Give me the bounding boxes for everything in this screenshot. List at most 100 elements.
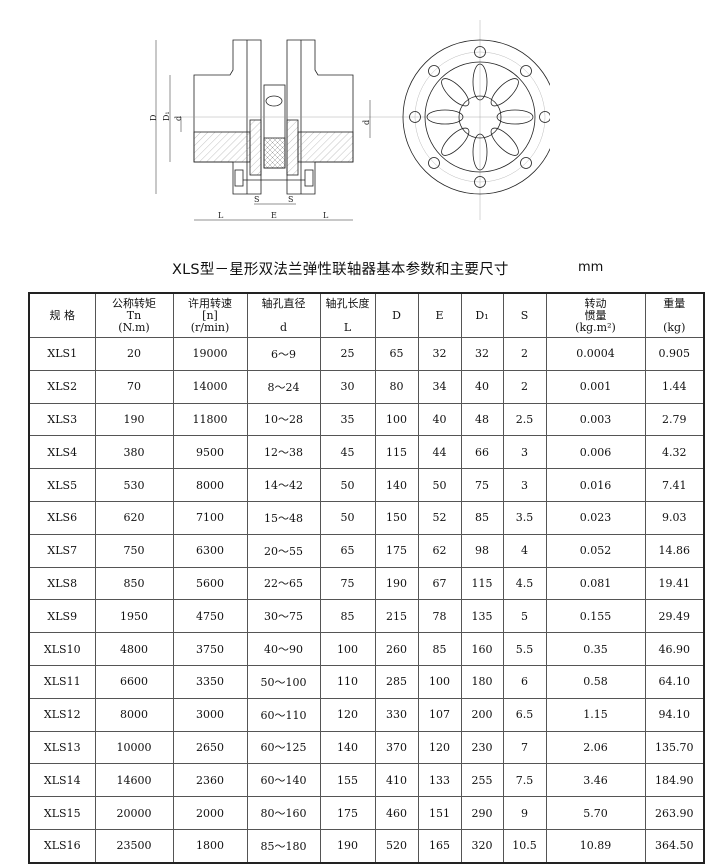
value-cell: 23500 xyxy=(94,828,174,864)
value-cell: 46.90 xyxy=(644,632,705,666)
dim-label-E: E xyxy=(271,211,277,220)
model-cell: XLS13 xyxy=(28,730,96,765)
value-cell: 100 xyxy=(319,632,376,666)
column-header: 规 格 xyxy=(28,292,96,338)
value-cell: 0.006 xyxy=(545,435,646,470)
header-line: 重量 xyxy=(663,296,686,310)
value-cell: 180 xyxy=(460,664,504,699)
value-cell: 750 xyxy=(94,533,174,568)
table-row: XLS13 10000 2650 60～125 140 370 120 230 7 2.06 135… xyxy=(28,730,705,765)
value-cell: 70 xyxy=(94,369,174,404)
header-line: D xyxy=(392,308,401,322)
value-cell: 50 xyxy=(319,468,376,502)
value-cell: 85 xyxy=(417,632,462,666)
header-line: S xyxy=(520,308,529,322)
value-cell: 80 xyxy=(374,369,419,404)
model-cell: XLS11 xyxy=(28,664,96,699)
value-cell: 65 xyxy=(374,337,419,371)
value-cell: 94.10 xyxy=(644,697,705,732)
value-cell: 40～90 xyxy=(246,632,321,666)
value-cell: 9 xyxy=(502,796,547,830)
table-row: XLS8 850 5600 22～65 75 190 67 115 4.5 0.081 19.41 xyxy=(28,566,705,601)
table-row: XLS3 190 11800 10～28 35 100 40 48 2.5 0.003 2.79 xyxy=(28,402,705,437)
value-cell: 107 xyxy=(417,697,462,732)
column-header: S xyxy=(502,292,547,338)
value-cell: 7100 xyxy=(172,500,248,535)
header-line: E xyxy=(435,308,444,322)
column-header: D xyxy=(374,292,419,338)
value-cell: 10.89 xyxy=(545,828,646,864)
value-cell: 190 xyxy=(94,402,174,437)
value-cell: 30 xyxy=(319,369,376,404)
value-cell: 20～55 xyxy=(246,533,321,568)
header-line: 许用转速 xyxy=(188,296,232,310)
value-cell: 4.32 xyxy=(644,435,705,470)
value-cell: 19000 xyxy=(172,337,248,371)
value-cell: 85 xyxy=(460,500,504,535)
model-cell: XLS8 xyxy=(28,566,96,601)
value-cell: 45 xyxy=(319,435,376,470)
header-line: (kg) xyxy=(663,320,686,334)
value-cell: 98 xyxy=(460,533,504,568)
value-cell: 175 xyxy=(374,533,419,568)
value-cell: 165 xyxy=(417,828,462,864)
model-cell: XLS14 xyxy=(28,763,96,798)
value-cell: 22～65 xyxy=(246,566,321,601)
value-cell: 78 xyxy=(417,599,462,634)
model-cell: XLS9 xyxy=(28,599,96,634)
value-cell: 9500 xyxy=(172,435,248,470)
header-line: (N.m) xyxy=(118,320,150,334)
model-cell: XLS3 xyxy=(28,402,96,437)
value-cell: 151 xyxy=(417,796,462,830)
value-cell: 120 xyxy=(319,697,376,732)
value-cell: 2 xyxy=(502,337,547,371)
model-cell: XLS6 xyxy=(28,500,96,535)
value-cell: 160 xyxy=(460,632,504,666)
value-cell: 135 xyxy=(460,599,504,634)
side-view: D D₁ d d L E L S S xyxy=(150,39,530,221)
value-cell: 133 xyxy=(417,763,462,798)
value-cell: 14.86 xyxy=(644,533,705,568)
value-cell: 0.001 xyxy=(545,369,646,404)
value-cell: 3750 xyxy=(172,632,248,666)
value-cell: 32 xyxy=(417,337,462,371)
dim-label-S-left: S xyxy=(254,195,259,204)
value-cell: 4800 xyxy=(94,632,174,666)
header-line: 轴孔长度 xyxy=(325,296,370,310)
value-cell: 6600 xyxy=(94,664,174,699)
dim-label-L-left: L xyxy=(218,211,224,220)
value-cell: 1.15 xyxy=(545,697,646,732)
model-cell: XLS1 xyxy=(28,337,96,371)
value-cell: 0.905 xyxy=(644,337,705,371)
value-cell: 190 xyxy=(319,828,376,864)
value-cell: 75 xyxy=(460,468,504,502)
dim-label-S-right: S xyxy=(288,195,293,204)
value-cell: 52 xyxy=(417,500,462,535)
value-cell: 60～110 xyxy=(246,697,321,732)
header-line: d xyxy=(279,320,288,334)
value-cell: 80～160 xyxy=(246,796,321,830)
table-row: XLS14 14600 2360 60～140 155 410 133 255 7.5 3.46 1… xyxy=(28,763,705,798)
value-cell: 0.35 xyxy=(545,632,646,666)
value-cell: 2.79 xyxy=(644,402,705,437)
value-cell: 0.155 xyxy=(545,599,646,634)
model-cell: XLS5 xyxy=(28,468,96,502)
value-cell: 2650 xyxy=(172,730,248,765)
value-cell: 50 xyxy=(417,468,462,502)
value-cell: 8000 xyxy=(172,468,248,502)
value-cell: 20 xyxy=(94,337,174,371)
value-cell: 15～48 xyxy=(246,500,321,535)
value-cell: 10000 xyxy=(94,730,174,765)
dim-label-d: d xyxy=(174,116,183,121)
value-cell: 460 xyxy=(374,796,419,830)
table-row: XLS15 20000 2000 80～160 175 460 151 290 9 5.70 263… xyxy=(28,796,705,830)
value-cell: 8～24 xyxy=(246,369,321,404)
value-cell: 0.081 xyxy=(545,566,646,601)
value-cell: 370 xyxy=(374,730,419,765)
header-line xyxy=(646,310,704,322)
value-cell: 190 xyxy=(374,566,419,601)
value-cell: 115 xyxy=(460,566,504,601)
value-cell: 1800 xyxy=(172,828,248,864)
value-cell: 2.06 xyxy=(545,730,646,765)
value-cell: 2000 xyxy=(172,796,248,830)
